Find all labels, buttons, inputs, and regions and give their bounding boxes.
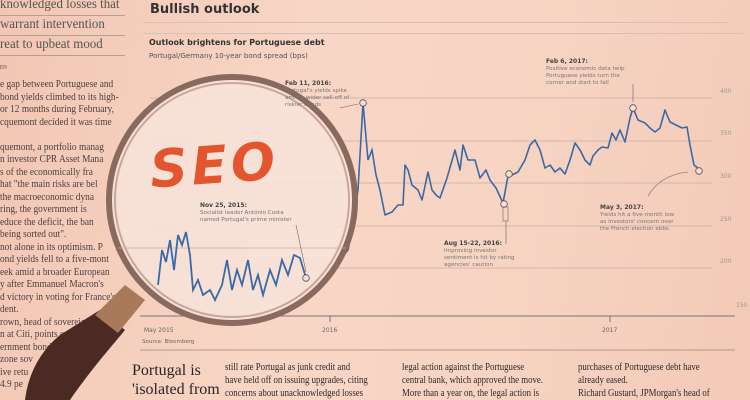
body-line: eek amid a broader European [0, 265, 110, 278]
annotation-marker [302, 274, 310, 282]
body-line: hat "the main risks are bel [0, 178, 98, 190]
body-line: being sorted out". [0, 228, 67, 240]
y-tick: 200 [720, 258, 732, 265]
chart-title: Outlook brightens for Portuguese debt [149, 38, 325, 47]
body-line: d victory in voting for France's [0, 290, 116, 303]
story-text-line: still rate Portugal as junk credit and [225, 362, 351, 373]
story-text-line: already eased. [578, 375, 628, 386]
annotation-marker [359, 99, 367, 107]
body-line: rown, head of sovereign d [0, 315, 98, 328]
body-line: n investor CPR Asset Mana [0, 153, 104, 165]
story-headline: Portugal is [132, 362, 201, 379]
story-text-line: legal action against the Portuguese [402, 362, 525, 373]
y-tick: 300 [720, 173, 732, 180]
story-text-line: have held off on issuing upgrades, citin… [225, 375, 368, 386]
story-text-line: More than a year on, the legal action is [402, 388, 540, 399]
annotation-feb-2016: Feb 11, 2016: Portugal's yields spike amid… [285, 80, 350, 108]
body-line: not alone in its optimism. P [0, 240, 103, 253]
x-tick: 2017 [602, 327, 618, 334]
chart-subtitle: Portugal/Germany 10-year bond spread (bp… [149, 52, 308, 60]
byline: EN [0, 65, 7, 71]
chart-source: Source: Bloomberg [142, 339, 195, 345]
lens [109, 77, 355, 323]
body-line: the macroeconomic dyna [0, 190, 94, 203]
story-text-line: Richard Gustard, JPMorgan's head of [578, 388, 710, 399]
body-line: ernment bond [0, 340, 52, 353]
body-line: cquemont decided it was time [0, 115, 112, 128]
annotation-nov-2015: Nov 25, 2015: Socialist leader António Co… [200, 202, 292, 223]
body-line: ive retu [0, 365, 29, 378]
annotation-marker [629, 104, 637, 112]
y-tick: 150 [736, 302, 748, 309]
x-tick: 2016 [322, 327, 338, 334]
body-line: y after Emmanuel Macron's [0, 278, 104, 290]
magnifying-glass [25, 74, 358, 400]
x-tick: May 2015 [144, 327, 174, 334]
body-line: 4.9 pe [0, 378, 23, 390]
headline-line: warrant intervention [0, 17, 105, 32]
annotation-marker [500, 200, 508, 208]
annotation-marker [695, 167, 703, 175]
body-line: educe the deficit, the ban [0, 215, 94, 228]
body-line: e gap between Portuguese and [0, 78, 114, 90]
story-text-line: central bank, which approved the move. [402, 375, 544, 386]
annotation-marker [505, 170, 513, 178]
section-title: Bullish outlook [150, 2, 260, 17]
seo-lettering: SEO [148, 131, 282, 201]
body-line: bond yields climbed to its high- [0, 90, 119, 103]
headline-line: reat to upbeat mood [0, 37, 103, 52]
body-line: quemont, a portfolio manag [0, 140, 104, 153]
body-line: or 12 months during February, [0, 103, 114, 115]
y-tick: 350 [720, 130, 732, 137]
annotation-aug-2016: Aug 15-22, 2016: Improving investor sentim… [444, 240, 515, 268]
body-line: dent. [0, 303, 19, 315]
headline-line: knowledged losses that [0, 0, 120, 12]
annotation-may-2017: May 3, 2017: Yields hit a five-month low a… [600, 204, 675, 232]
y-tick: 250 [720, 216, 732, 223]
story-text-line: concerns about unacknowledged losses [225, 388, 364, 399]
body-line: ring, the government is [0, 203, 87, 215]
body-line: ond yields fell to a five-mont [0, 253, 109, 265]
story-text-line: purchases of Portuguese debt have [578, 362, 700, 373]
body-line: s of the economically fra [0, 165, 93, 178]
story-headline: 'isolated from [132, 381, 220, 398]
spread-line [379, 107, 701, 216]
body-line: zone sov [0, 353, 33, 365]
y-tick: 400 [720, 88, 732, 95]
annotation-feb-2017: Feb 6, 2017: Positive economic data help P… [546, 58, 625, 86]
